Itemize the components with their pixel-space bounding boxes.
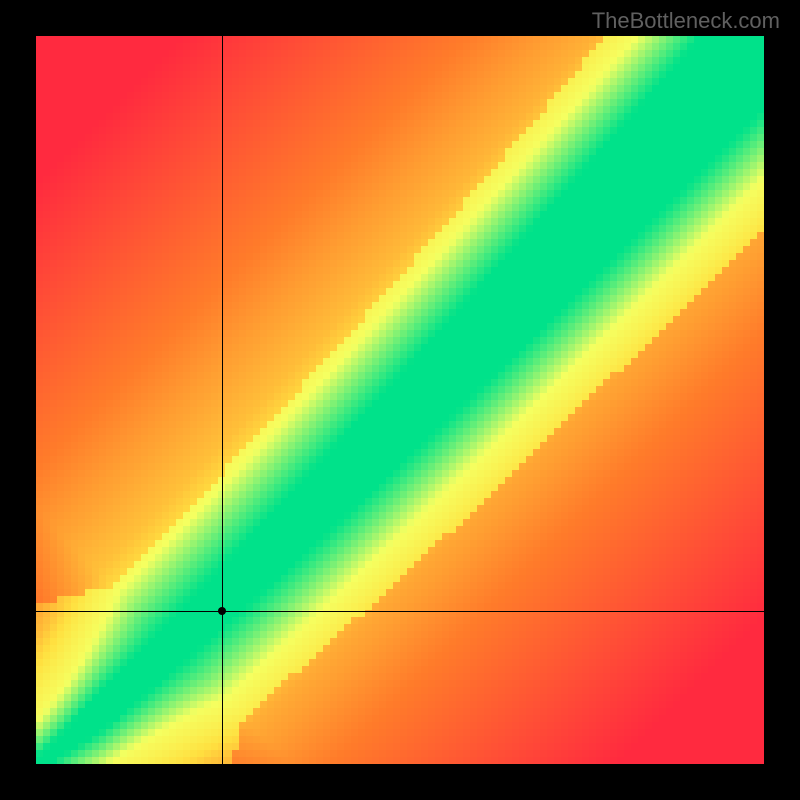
plot-area: [36, 36, 764, 764]
chart-container: TheBottleneck.com: [0, 0, 800, 800]
heatmap-canvas: [36, 36, 764, 764]
crosshair-horizontal: [36, 611, 764, 612]
data-point-marker: [218, 607, 226, 615]
crosshair-vertical: [222, 36, 223, 764]
watermark-text: TheBottleneck.com: [592, 8, 780, 34]
